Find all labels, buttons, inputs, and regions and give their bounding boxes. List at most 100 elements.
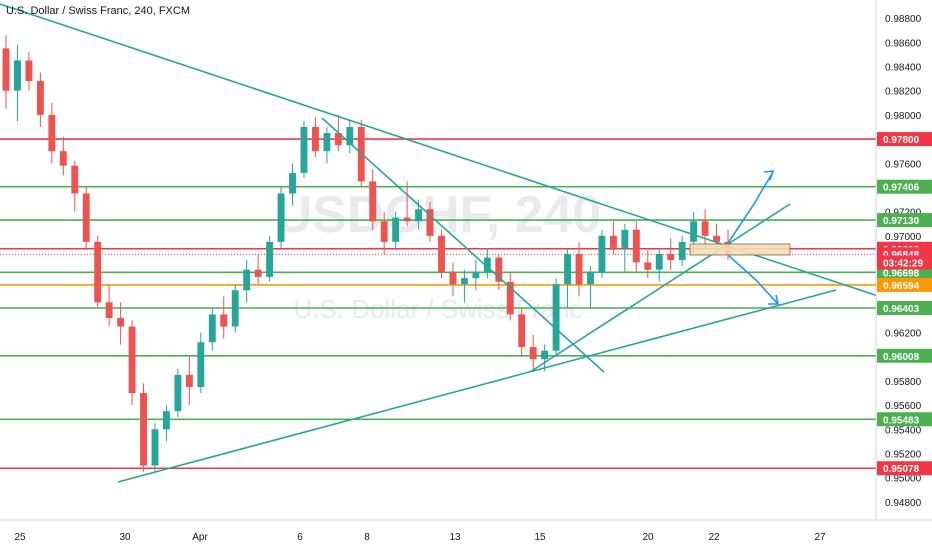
time-tick-label: 13: [449, 532, 461, 543]
candle-body: [609, 235, 617, 248]
price-tick-label: 0.98800: [885, 14, 922, 25]
candle-body: [25, 60, 33, 82]
arrow-down-head: [768, 294, 779, 305]
candle-body: [82, 193, 90, 242]
trendline-major-down: [0, 3, 932, 315]
chart-title: U.S. Dollar / Swiss Franc, 240, FXCM: [6, 5, 190, 17]
candle-body: [644, 262, 652, 270]
price-tag-box: [877, 277, 932, 292]
candle-body: [449, 272, 457, 285]
time-tick-label: 27: [814, 532, 826, 543]
arrow-up-path: [727, 171, 774, 244]
price-tag-box: [877, 412, 932, 427]
candle-body: [94, 241, 102, 303]
candle-body: [438, 235, 445, 273]
price-tag-label: 0.95078: [883, 464, 920, 475]
candle-body: [690, 221, 698, 242]
candle-body: [575, 253, 583, 285]
candle-body: [334, 133, 342, 146]
candle-body: [483, 257, 491, 273]
price-tick-label: 0.97000: [885, 232, 922, 243]
trendline-minor-up: [529, 203, 791, 373]
candle-body: [128, 326, 136, 394]
candle-body: [220, 314, 228, 327]
price-tag-label: 0.96403: [883, 304, 920, 315]
candle-body: [48, 114, 56, 152]
candle-body: [117, 318, 125, 327]
candle-body: [506, 281, 514, 315]
candle-body: [426, 209, 434, 236]
candle-body: [587, 272, 594, 285]
watermark-name: U.S. Dollar / Swiss Franc: [294, 294, 583, 324]
candle-body: [667, 253, 675, 260]
candle-body: [163, 411, 170, 430]
trendline-major-up: [117, 289, 837, 483]
watermark-symbol: USDCHF, 240: [275, 186, 602, 244]
zone-box: [689, 243, 791, 256]
price-tag-label: 0.95483: [883, 415, 920, 426]
candle-body: [266, 241, 274, 277]
price-tick-label: 0.97600: [885, 159, 922, 170]
price-tag-box: [877, 132, 932, 147]
price-tick-label: 0.95400: [885, 425, 922, 436]
candle-body: [403, 217, 411, 222]
time-tick-label: 15: [534, 532, 546, 543]
price-tick-label: 0.94800: [885, 498, 922, 509]
candle-body: [518, 314, 526, 348]
arrow-down-path: [727, 254, 779, 305]
candle-body: [36, 81, 44, 115]
candle-body: [71, 165, 79, 194]
candle-body: [529, 347, 537, 360]
time-tick-label: 30: [119, 532, 131, 543]
price-tick-label: 0.95000: [885, 474, 922, 485]
time-tick-label: Apr: [192, 532, 208, 543]
price-tag-label: 03:42:29: [883, 258, 923, 269]
time-tick-label: 8: [364, 532, 370, 543]
time-tick-label: 25: [14, 532, 26, 543]
candle-body: [541, 350, 549, 360]
candle-body: [655, 253, 663, 270]
candle-body: [2, 48, 10, 91]
candle-body: [380, 221, 388, 242]
candle-body: [632, 229, 640, 263]
candle-body: [277, 193, 285, 242]
candle-body: [208, 314, 216, 343]
price-tick-label: 0.96200: [885, 329, 922, 340]
candle-body: [392, 217, 400, 242]
price-tick-label: 0.95800: [885, 377, 922, 388]
price-tag-label: 0.96594: [883, 281, 920, 292]
candle-body: [300, 126, 308, 173]
candle-body: [564, 253, 571, 285]
arrow-up-head: [763, 170, 775, 181]
price-tag-label: 0.97130: [883, 216, 920, 227]
price-tag-box: [877, 301, 932, 316]
candle-body: [197, 342, 205, 387]
candle-body: [346, 126, 354, 146]
candle-body: [151, 429, 159, 466]
candle-body: [185, 374, 193, 387]
candle-body: [254, 269, 262, 277]
candle-body: [105, 302, 113, 319]
price-tag-box: [877, 255, 932, 270]
candle-body: [472, 272, 480, 279]
candle-body: [323, 133, 331, 152]
price-tag-box: [877, 179, 932, 194]
candle-body: [243, 269, 251, 291]
price-tag-box: [877, 213, 932, 228]
price-tag-label: 0.96698: [883, 268, 920, 279]
price-tick-label: 0.98600: [885, 38, 922, 49]
candle-body: [678, 241, 686, 260]
candle-body: [598, 235, 606, 273]
candle-body: [174, 374, 182, 412]
price-tag-label: 0.96008: [883, 352, 920, 363]
candle-body: [231, 290, 239, 327]
price-tick-label: 0.98400: [885, 63, 922, 74]
candle-body: [140, 393, 147, 466]
price-tag-box: [877, 348, 932, 363]
price-tick-label: 0.98200: [885, 87, 922, 98]
time-tick-label: 22: [708, 532, 720, 543]
candle-body: [621, 229, 629, 248]
candle-body: [369, 181, 377, 222]
